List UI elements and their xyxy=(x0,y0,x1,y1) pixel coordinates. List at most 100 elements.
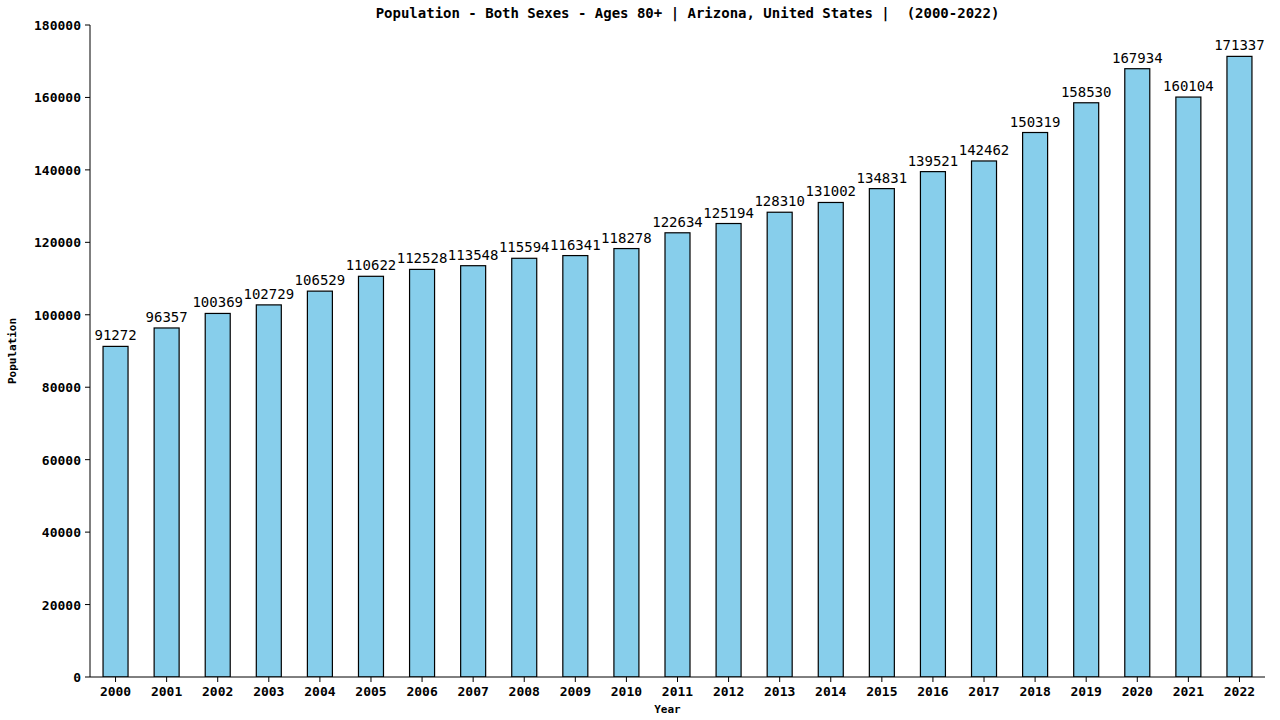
y-tick-label: 20000 xyxy=(42,598,81,613)
x-tick xyxy=(319,677,320,682)
x-tick-label: 2020 xyxy=(1122,684,1153,699)
x-tick xyxy=(268,677,269,682)
x-tick-label: 2011 xyxy=(662,684,693,699)
x-tick-label: 2022 xyxy=(1224,684,1255,699)
bar xyxy=(614,249,639,677)
bar xyxy=(920,172,945,677)
data-label: 167934 xyxy=(1112,50,1163,66)
bar xyxy=(818,202,843,677)
data-label: 160104 xyxy=(1163,78,1214,94)
x-tick-label: 2003 xyxy=(253,684,284,699)
bar xyxy=(461,266,486,677)
bar xyxy=(410,269,435,677)
y-axis-line xyxy=(90,25,91,677)
bar xyxy=(1227,56,1252,677)
x-tick-label: 2016 xyxy=(917,684,948,699)
data-label: 110622 xyxy=(346,257,397,273)
x-tick-label: 2001 xyxy=(151,684,182,699)
data-label: 96357 xyxy=(146,309,188,325)
x-tick-label: 2015 xyxy=(866,684,897,699)
data-label: 158530 xyxy=(1061,84,1112,100)
data-label: 122634 xyxy=(652,214,703,230)
bar xyxy=(358,276,383,677)
y-tick xyxy=(85,97,90,98)
y-axis-label: Population xyxy=(6,318,19,384)
y-tick xyxy=(85,459,90,460)
bar xyxy=(665,233,690,677)
data-label: 100369 xyxy=(192,294,243,310)
x-tick xyxy=(881,677,882,682)
x-tick-label: 2010 xyxy=(611,684,642,699)
x-tick xyxy=(830,677,831,682)
x-tick xyxy=(217,677,218,682)
chart-svg: Population - Both Sexes - Ages 80+ | Ari… xyxy=(0,0,1280,720)
data-label: 139521 xyxy=(908,153,959,169)
y-tick-label: 40000 xyxy=(42,525,81,540)
bar xyxy=(103,346,128,677)
bar xyxy=(256,305,281,677)
y-tick xyxy=(85,25,90,26)
x-tick-label: 2002 xyxy=(202,684,233,699)
y-tick-label: 60000 xyxy=(42,453,81,468)
x-tick-label: 2014 xyxy=(815,684,846,699)
data-label: 115594 xyxy=(499,239,550,255)
x-tick xyxy=(575,677,576,682)
bar xyxy=(154,328,179,677)
y-tick-label: 80000 xyxy=(42,380,81,395)
x-tick-label: 2005 xyxy=(355,684,386,699)
x-tick xyxy=(473,677,474,682)
x-tick xyxy=(984,677,985,682)
bar xyxy=(972,161,997,677)
bar xyxy=(1125,69,1150,677)
x-tick xyxy=(677,677,678,682)
x-tick-label: 2006 xyxy=(406,684,437,699)
x-tick-label: 2007 xyxy=(457,684,488,699)
data-label: 116341 xyxy=(550,237,601,253)
data-label: 131002 xyxy=(805,183,856,199)
x-tick xyxy=(626,677,627,682)
bar xyxy=(307,291,332,677)
x-tick-label: 2009 xyxy=(560,684,591,699)
x-tick xyxy=(524,677,525,682)
data-label: 150319 xyxy=(1010,114,1061,130)
data-label: 118278 xyxy=(601,230,652,246)
data-label: 91272 xyxy=(94,327,136,343)
bar xyxy=(205,313,230,677)
x-axis-label: Year xyxy=(654,703,681,716)
x-tick-label: 2021 xyxy=(1173,684,1204,699)
x-tick xyxy=(1086,677,1087,682)
bar xyxy=(512,258,537,677)
data-label: 112528 xyxy=(397,250,448,266)
bar xyxy=(1023,133,1048,677)
y-tick xyxy=(85,314,90,315)
x-tick xyxy=(1035,677,1036,682)
y-tick-label: 120000 xyxy=(34,235,81,250)
bar xyxy=(563,256,588,677)
x-tick-label: 2012 xyxy=(713,684,744,699)
x-tick xyxy=(1239,677,1240,682)
x-tick xyxy=(370,677,371,682)
data-label: 142462 xyxy=(959,142,1010,158)
y-tick xyxy=(85,169,90,170)
data-label: 102729 xyxy=(244,286,295,302)
x-tick xyxy=(1188,677,1189,682)
chart-container: Population - Both Sexes - Ages 80+ | Ari… xyxy=(0,0,1280,720)
data-label: 113548 xyxy=(448,247,499,263)
x-tick-label: 2018 xyxy=(1019,684,1050,699)
x-tick-label: 2004 xyxy=(304,684,335,699)
x-tick xyxy=(932,677,933,682)
y-tick xyxy=(85,242,90,243)
x-tick xyxy=(1137,677,1138,682)
y-tick xyxy=(85,677,90,678)
x-tick-label: 2008 xyxy=(509,684,540,699)
x-tick-label: 2013 xyxy=(764,684,795,699)
x-tick xyxy=(115,677,116,682)
x-tick xyxy=(779,677,780,682)
x-tick-label: 2000 xyxy=(100,684,131,699)
bar xyxy=(1074,103,1099,677)
y-tick xyxy=(85,532,90,533)
bars xyxy=(103,56,1252,677)
y-tick-label: 160000 xyxy=(34,90,81,105)
y-tick-label: 0 xyxy=(73,670,81,685)
data-label: 134831 xyxy=(857,170,908,186)
